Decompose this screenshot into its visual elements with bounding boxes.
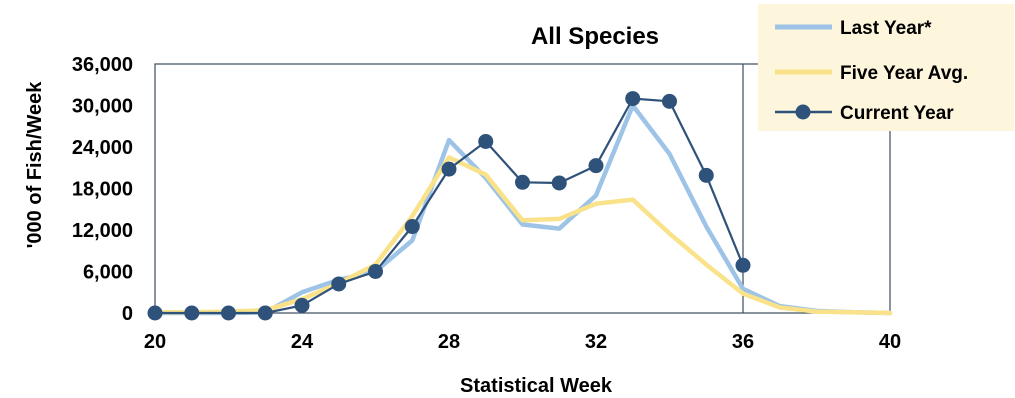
data-point-current-year (221, 305, 236, 321)
data-point-current-year (368, 264, 383, 279)
data-point-current-year (257, 305, 273, 321)
data-point-current-year (184, 305, 200, 321)
chart-title: All Species (531, 23, 659, 50)
data-point-current-year (662, 93, 677, 109)
data-point-current-year (625, 91, 641, 107)
data-point-current-year (735, 257, 751, 273)
y-tick-label: 6,000 (83, 262, 133, 284)
x-tick-label: 40 (879, 331, 901, 353)
data-point-current-year (404, 219, 420, 235)
legend-label-five-year-avg: Five Year Avg. (840, 63, 968, 84)
x-tick-label: 32 (585, 331, 607, 353)
data-point-current-year (441, 161, 457, 177)
data-point-current-year (147, 305, 163, 321)
y-tick-label: 0 (122, 303, 133, 325)
y-tick-label: 24,000 (72, 137, 133, 159)
legend-marker-current-year (795, 104, 811, 120)
x-tick-label: 28 (438, 331, 460, 353)
data-point-current-year (698, 167, 714, 183)
data-point-current-year (588, 158, 604, 174)
data-point-current-year (551, 175, 567, 191)
series-line-five-year-avg (152, 155, 893, 316)
data-point-current-year (331, 276, 347, 292)
y-tick-label: 18,000 (72, 179, 133, 201)
data-point-current-year (294, 297, 310, 313)
x-tick-label: 36 (732, 331, 754, 353)
legend-label-last-year: Last Year* (840, 18, 932, 39)
data-point-current-year (478, 133, 494, 149)
y-tick-label: 36,000 (72, 54, 133, 76)
x-axis-label: Statistical Week (460, 375, 613, 397)
data-point-current-year (515, 174, 530, 190)
y-axis-label: '000 of Fish/Week (24, 81, 46, 249)
legend-label-current-year: Current Year (840, 103, 954, 124)
y-tick-label: 12,000 (72, 220, 133, 242)
x-tick-label: 20 (144, 331, 166, 353)
x-tick-label: 24 (291, 331, 314, 353)
y-tick-label: 30,000 (72, 96, 133, 118)
legend: Last Year* Five Year Avg. Current Year (758, 4, 1014, 131)
